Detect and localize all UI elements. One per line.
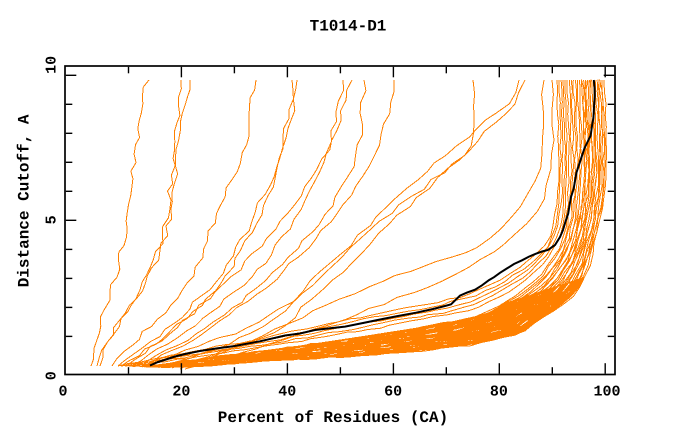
svg-text:0: 0 (44, 371, 61, 380)
svg-text:Distance Cutoff, A: Distance Cutoff, A (16, 114, 34, 287)
svg-text:80: 80 (490, 384, 508, 401)
svg-text:40: 40 (278, 384, 296, 401)
svg-text:10: 10 (44, 56, 61, 74)
svg-text:0: 0 (58, 384, 67, 401)
svg-text:5: 5 (44, 215, 61, 224)
svg-text:60: 60 (384, 384, 402, 401)
svg-text:Percent of Residues (CA): Percent of Residues (CA) (218, 409, 448, 427)
svg-text:20: 20 (172, 384, 190, 401)
svg-text:T1014-D1: T1014-D1 (310, 18, 387, 36)
svg-text:100: 100 (593, 384, 620, 401)
